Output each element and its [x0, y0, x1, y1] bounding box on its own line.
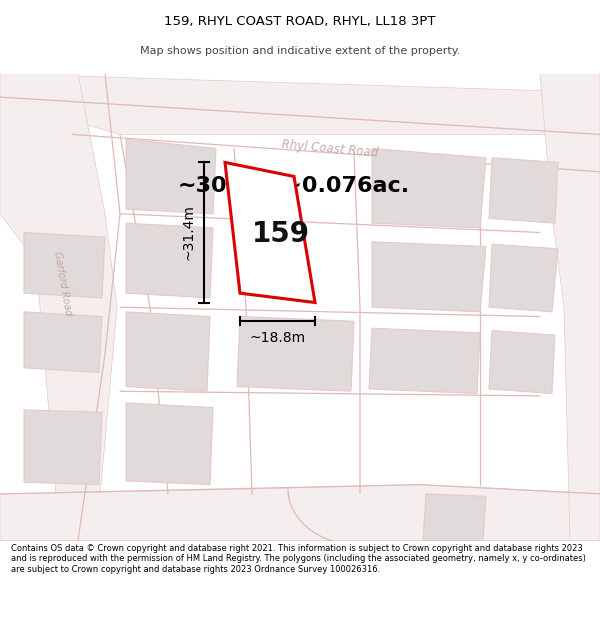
Polygon shape	[126, 403, 213, 484]
Polygon shape	[489, 331, 555, 394]
Text: ~18.8m: ~18.8m	[250, 331, 305, 344]
Polygon shape	[237, 316, 354, 391]
Polygon shape	[0, 74, 117, 541]
Text: Contains OS data © Crown copyright and database right 2021. This information is : Contains OS data © Crown copyright and d…	[11, 544, 586, 574]
Text: Garford Road: Garford Road	[52, 251, 74, 317]
Polygon shape	[372, 242, 486, 312]
Polygon shape	[489, 244, 558, 312]
Polygon shape	[372, 149, 486, 228]
Text: ~31.4m: ~31.4m	[182, 204, 196, 261]
Polygon shape	[0, 74, 600, 134]
Polygon shape	[126, 223, 213, 298]
Text: Map shows position and indicative extent of the property.: Map shows position and indicative extent…	[140, 46, 460, 56]
Polygon shape	[0, 484, 600, 541]
Text: ~306m²/~0.076ac.: ~306m²/~0.076ac.	[178, 176, 410, 196]
Polygon shape	[24, 312, 102, 372]
Polygon shape	[423, 494, 486, 541]
Polygon shape	[24, 410, 102, 484]
Polygon shape	[369, 328, 480, 394]
Polygon shape	[126, 312, 210, 391]
Polygon shape	[225, 162, 315, 302]
Polygon shape	[24, 232, 105, 298]
Polygon shape	[126, 139, 216, 214]
Text: 159, RHYL COAST ROAD, RHYL, LL18 3PT: 159, RHYL COAST ROAD, RHYL, LL18 3PT	[164, 15, 436, 28]
Polygon shape	[540, 74, 600, 541]
Polygon shape	[489, 158, 558, 223]
Text: Rhyl Coast Road: Rhyl Coast Road	[281, 138, 379, 159]
Text: 159: 159	[251, 219, 310, 248]
